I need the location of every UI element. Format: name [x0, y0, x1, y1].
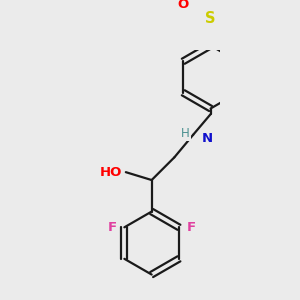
Text: O: O	[177, 0, 189, 11]
Text: S: S	[205, 11, 216, 26]
Text: N: N	[202, 132, 213, 145]
Text: H: H	[181, 127, 190, 140]
Text: HO: HO	[99, 166, 122, 179]
Text: F: F	[186, 221, 196, 234]
Text: F: F	[108, 221, 117, 234]
